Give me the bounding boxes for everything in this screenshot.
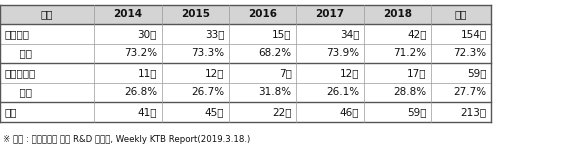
Text: 11건: 11건: [138, 68, 157, 78]
Text: 59건: 59건: [407, 107, 427, 117]
Text: 12건: 12건: [205, 68, 224, 78]
Text: 73.3%: 73.3%: [191, 48, 224, 58]
Bar: [0, 4, 94, 24]
Text: 27.7%: 27.7%: [453, 87, 486, 97]
Text: 합계: 합계: [455, 9, 467, 19]
Bar: [431, 24, 491, 44]
Text: 7건: 7건: [279, 68, 292, 78]
Bar: [364, 24, 431, 44]
Text: 26.1%: 26.1%: [326, 87, 359, 97]
Bar: [162, 102, 229, 122]
Bar: [364, 44, 431, 63]
Bar: [94, 63, 162, 83]
Bar: [296, 4, 364, 24]
Text: 비중: 비중: [13, 48, 31, 58]
Text: 45건: 45건: [205, 107, 224, 117]
Bar: [431, 82, 491, 102]
Text: 26.8%: 26.8%: [124, 87, 157, 97]
Text: 59건: 59건: [467, 68, 486, 78]
Bar: [229, 44, 296, 63]
Bar: [431, 44, 491, 63]
Bar: [296, 82, 364, 102]
Text: 비중: 비중: [13, 87, 31, 97]
Bar: [162, 44, 229, 63]
Bar: [229, 82, 296, 102]
Text: 바이오신약: 바이오신약: [5, 68, 36, 78]
Bar: [162, 4, 229, 24]
Text: 합계: 합계: [5, 107, 17, 117]
Bar: [94, 4, 162, 24]
Text: 2018: 2018: [383, 9, 412, 19]
Bar: [229, 63, 296, 83]
Bar: [229, 102, 296, 122]
Bar: [94, 82, 162, 102]
Text: ※ 출처 : 제약산업의 최근 R&D 트렌드, Weekly KTB Report(2019.3.18.): ※ 출처 : 제약산업의 최근 R&D 트렌드, Weekly KTB Repo…: [3, 135, 250, 144]
Text: 31.8%: 31.8%: [259, 87, 292, 97]
Bar: [296, 102, 364, 122]
Bar: [94, 102, 162, 122]
Text: 2017: 2017: [315, 9, 345, 19]
Bar: [229, 24, 296, 44]
Bar: [229, 4, 296, 24]
Bar: [0, 102, 94, 122]
Text: 42건: 42건: [407, 29, 427, 39]
Bar: [431, 102, 491, 122]
Bar: [296, 24, 364, 44]
Text: 71.2%: 71.2%: [393, 48, 427, 58]
Bar: [0, 63, 94, 83]
Text: 28.8%: 28.8%: [393, 87, 427, 97]
Bar: [296, 44, 364, 63]
Bar: [94, 44, 162, 63]
Bar: [0, 24, 94, 44]
Bar: [431, 4, 491, 24]
Text: 41건: 41건: [138, 107, 157, 117]
Text: 73.2%: 73.2%: [124, 48, 157, 58]
Text: 합성신약: 합성신약: [5, 29, 30, 39]
Bar: [364, 63, 431, 83]
Bar: [162, 24, 229, 44]
Text: 73.9%: 73.9%: [326, 48, 359, 58]
Text: 구분: 구분: [41, 9, 53, 19]
Text: 26.7%: 26.7%: [191, 87, 224, 97]
Bar: [162, 82, 229, 102]
Bar: [364, 102, 431, 122]
Bar: [162, 63, 229, 83]
Text: 46건: 46건: [340, 107, 359, 117]
Bar: [431, 63, 491, 83]
Text: 154건: 154건: [460, 29, 486, 39]
Bar: [296, 63, 364, 83]
Bar: [364, 82, 431, 102]
Bar: [94, 24, 162, 44]
Text: 213건: 213건: [460, 107, 486, 117]
Text: 2016: 2016: [248, 9, 277, 19]
Bar: [0, 44, 94, 63]
Text: 68.2%: 68.2%: [259, 48, 292, 58]
Bar: [364, 4, 431, 24]
Text: 30건: 30건: [138, 29, 157, 39]
Bar: [0, 82, 94, 102]
Text: 17건: 17건: [407, 68, 427, 78]
Text: 33건: 33건: [205, 29, 224, 39]
Text: 22건: 22건: [272, 107, 292, 117]
Text: 15건: 15건: [272, 29, 292, 39]
Text: 72.3%: 72.3%: [453, 48, 486, 58]
Text: 34건: 34건: [340, 29, 359, 39]
Text: 12건: 12건: [340, 68, 359, 78]
Text: 2015: 2015: [181, 9, 210, 19]
Text: 2014: 2014: [113, 9, 143, 19]
